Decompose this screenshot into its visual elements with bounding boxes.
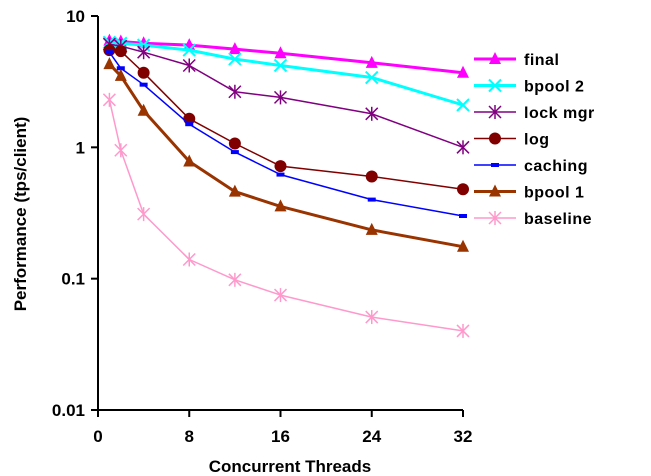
x-tick-label: 0 [93, 427, 102, 446]
series-line [108, 99, 464, 332]
data-point [137, 207, 151, 222]
data-point [137, 66, 150, 79]
data-point [139, 82, 148, 87]
data-point [457, 239, 469, 252]
data-point [457, 183, 469, 196]
series-layer [102, 33, 470, 338]
data-point [228, 52, 242, 66]
legend-label: log [524, 132, 550, 149]
series-line [109, 40, 464, 107]
data-point [273, 288, 288, 303]
legend-item: lock mgr [474, 105, 595, 122]
data-point [228, 184, 241, 197]
legend-item: caching [474, 158, 588, 175]
data-point [185, 122, 194, 127]
data-point [489, 52, 501, 64]
x-tick-label: 32 [454, 427, 473, 446]
data-point [274, 160, 287, 173]
y-tick-label: 0.1 [61, 270, 85, 289]
data-point [230, 150, 239, 155]
series-line [108, 51, 464, 217]
legend-label: bpool 2 [524, 79, 584, 96]
data-point [114, 45, 127, 58]
y-tick-label: 1 [76, 138, 85, 157]
legend-label: caching [524, 158, 588, 175]
legend-label: bpool 1 [524, 185, 584, 202]
series-bpool-1 [103, 57, 469, 252]
data-point [182, 252, 196, 267]
data-point [491, 163, 499, 167]
data-point [228, 137, 241, 150]
legend-item: final [474, 52, 559, 69]
data-point [488, 211, 502, 225]
data-point [365, 70, 379, 85]
legend-label: lock mgr [524, 105, 595, 122]
data-point [182, 58, 196, 73]
data-point [103, 44, 116, 57]
series-line [109, 39, 464, 75]
legend-label: baseline [524, 211, 592, 228]
data-point [365, 55, 378, 68]
data-point [228, 272, 242, 287]
data-point [488, 105, 502, 119]
data-point [105, 50, 114, 55]
y-tick-label: 10 [66, 7, 85, 26]
data-point [102, 92, 116, 107]
data-point [114, 143, 128, 158]
data-point [274, 199, 287, 212]
data-point [114, 68, 127, 81]
x-axis-title: Concurrent Threads [209, 457, 371, 476]
data-point [365, 106, 379, 121]
data-point [456, 323, 470, 338]
data-point [228, 84, 242, 99]
data-point [273, 90, 288, 105]
legend-item: log [474, 132, 550, 149]
legend: final bpool 2 lock mgr log caching bpool 1 bas… [474, 52, 595, 228]
legend-label: final [524, 52, 559, 69]
data-point [456, 98, 470, 112]
x-tick-label: 24 [362, 427, 381, 446]
data-point [365, 222, 378, 235]
y-axis-title: Performance (tps/client) [11, 117, 30, 312]
data-point [103, 57, 116, 70]
data-point [137, 103, 150, 116]
axes: 10 1 0.1 0.01 0 8 16 24 32 [52, 7, 473, 446]
legend-item: bpool 1 [474, 184, 584, 202]
data-point [228, 42, 241, 55]
data-point [182, 43, 196, 57]
data-point [137, 45, 151, 60]
x-tick-label: 8 [185, 427, 194, 446]
series-bpool-2 [102, 35, 470, 112]
data-point [276, 172, 285, 177]
data-point [456, 140, 470, 155]
series-caching [105, 50, 467, 219]
data-point [459, 214, 467, 219]
y-tick-label: 0.01 [52, 401, 85, 420]
data-point [183, 154, 196, 167]
data-point [489, 132, 501, 145]
series-baseline [102, 92, 470, 338]
series-line [108, 63, 464, 249]
data-point [273, 58, 288, 73]
data-point [367, 197, 376, 202]
data-point [116, 66, 125, 71]
data-point [365, 170, 378, 183]
data-point [457, 65, 469, 78]
data-point [489, 184, 501, 197]
x-tick-label: 16 [271, 427, 290, 446]
data-point [274, 46, 287, 59]
legend-item: bpool 2 [474, 79, 584, 96]
data-point [488, 78, 502, 93]
data-point [365, 310, 379, 325]
legend-item: baseline [474, 211, 592, 228]
